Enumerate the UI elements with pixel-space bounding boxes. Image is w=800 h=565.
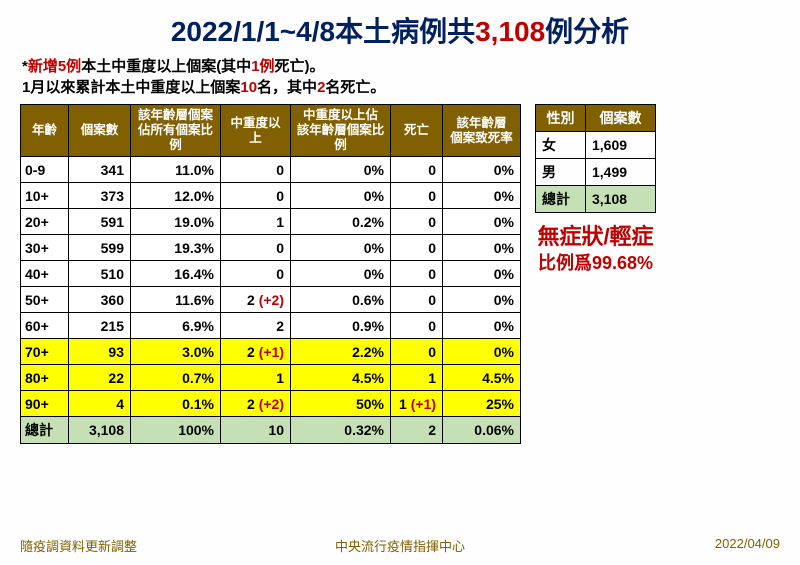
footer-right: 2022/04/09 xyxy=(715,536,780,551)
gender-table: 性別個案數 女1,609男1,499總計3,108 xyxy=(535,104,656,213)
callout-line2: 比例爲99.68% xyxy=(535,252,656,275)
table-row: 60+2156.9%20.9%00% xyxy=(21,313,521,339)
page-title: 2022/1/1~4/8本土病例共3,108例分析 xyxy=(20,10,780,50)
age-table: 年齡個案數該年齡層個案佔所有個案比例中重度以上中重度以上佔該年齡層個案比例死亡該… xyxy=(20,104,521,444)
age-table-header: 中重度以上 xyxy=(221,105,291,157)
footer: 隨疫調資料更新調整 中央流行疫情指揮中心 2022/04/09 xyxy=(0,536,800,555)
table-row: 90+40.1%2 (+2)50%1 (+1)25% xyxy=(21,391,521,417)
title-highlight: 3,108 xyxy=(475,16,545,47)
age-table-header: 年齡 xyxy=(21,105,69,157)
table-row: 80+220.7%14.5%14.5% xyxy=(21,365,521,391)
table-row: 70+933.0%2 (+1)2.2%00% xyxy=(21,339,521,365)
age-table-header: 該年齡層個案致死率 xyxy=(443,105,521,157)
table-row: 女1,609 xyxy=(536,132,656,159)
title-post: 例分析 xyxy=(545,16,629,47)
table-row: 50+36011.6%2 (+2)0.6%00% xyxy=(21,287,521,313)
table-row: 男1,499 xyxy=(536,159,656,186)
age-table-header: 死亡 xyxy=(391,105,443,157)
age-table-header: 個案數 xyxy=(69,105,131,157)
table-row: 40+51016.4%00%00% xyxy=(21,261,521,287)
title-pre: 2022/1/1~4/8本土病例共 xyxy=(171,16,475,47)
gender-table-header: 性別 xyxy=(536,105,586,132)
table-total-row: 總計3,108 xyxy=(536,186,656,213)
callout: 無症狀/輕症 比例爲99.68% xyxy=(535,223,656,275)
table-row: 0-934111.0%00%00% xyxy=(21,157,521,183)
table-total-row: 總計3,108100%100.32%20.06% xyxy=(21,417,521,444)
subtitle: *新增5例本土中重度以上個案(其中1例死亡)。 1月以來累計本土中重度以上個案1… xyxy=(22,56,780,98)
callout-line1: 無症狀/輕症 xyxy=(535,223,656,252)
table-row: 10+37312.0%00%00% xyxy=(21,183,521,209)
age-table-header: 該年齡層個案佔所有個案比例 xyxy=(131,105,221,157)
table-row: 20+59119.0%10.2%00% xyxy=(21,209,521,235)
footer-left: 隨疫調資料更新調整 xyxy=(20,536,137,555)
age-table-header: 中重度以上佔該年齡層個案比例 xyxy=(291,105,391,157)
gender-table-header: 個案數 xyxy=(586,105,656,132)
table-row: 30+59919.3%00%00% xyxy=(21,235,521,261)
